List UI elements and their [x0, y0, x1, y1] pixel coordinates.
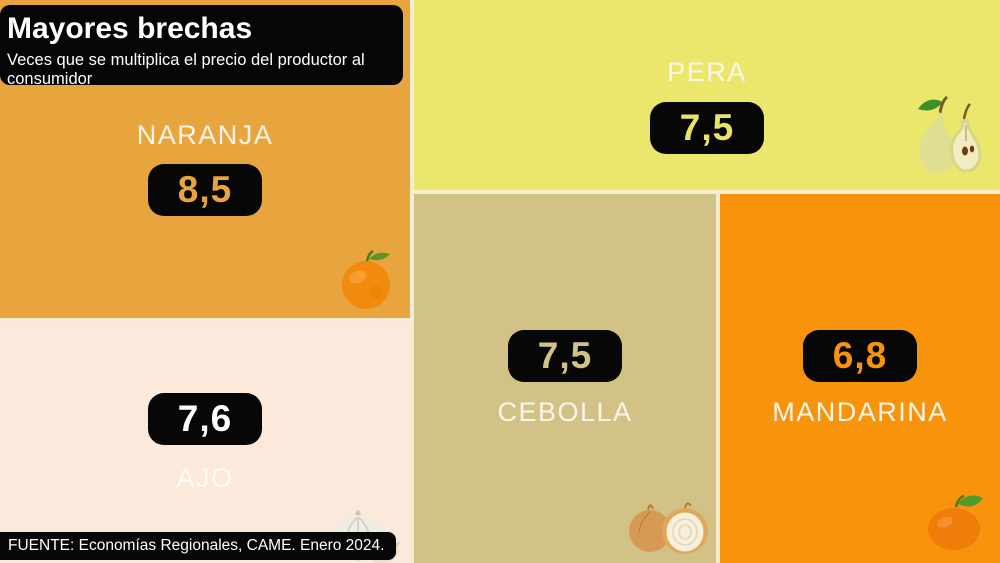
pera-label: PERA — [667, 57, 747, 87]
cebolla-value-pill: 7,5 — [508, 330, 622, 382]
source-note: FUENTE: Economías Regionales, CAME. Ener… — [0, 531, 397, 560]
cebolla-value: 7,5 — [537, 335, 593, 376]
pera-value: 7,5 — [679, 107, 735, 148]
ajo-label: AJO — [176, 463, 234, 493]
page-title: Mayores brechas — [7, 12, 253, 45]
mandarina-value-pill: 6,8 — [803, 330, 917, 382]
pera-value-pill: 7,5 — [650, 102, 764, 154]
ajo-value-pill: 7,6 — [148, 393, 262, 445]
cebolla-label: CEBOLLA — [497, 397, 633, 427]
pear-icon — [918, 95, 982, 173]
mandarina-value: 6,8 — [832, 335, 888, 376]
naranja-value-pill: 8,5 — [148, 164, 262, 216]
treemap-cell-ajo: 7,6 AJO FUENTE: Economías Regionales, CA… — [0, 321, 410, 563]
treemap-cell-naranja: Mayores brechas Veces que se multiplica … — [0, 0, 410, 318]
page-subtitle: Veces que se multiplica el precio del pr… — [7, 51, 365, 88]
treemap-cell-pera: PERA 7,5 — [414, 0, 1000, 190]
orange-icon — [342, 249, 390, 309]
naranja-label: NARANJA — [136, 120, 274, 150]
naranja-value: 8,5 — [177, 169, 233, 210]
ajo-value: 7,6 — [177, 398, 233, 439]
mandarina-label: MANDARINA — [772, 397, 948, 427]
treemap-cell-mandarina: 6,8 MANDARINA — [720, 194, 1000, 563]
title-card: Mayores brechas Veces que se multiplica … — [0, 5, 403, 88]
treemap-cell-cebolla: 7,5 CEBOLLA — [414, 194, 716, 563]
mandarin-icon — [928, 494, 983, 550]
onion-icon — [629, 502, 708, 554]
